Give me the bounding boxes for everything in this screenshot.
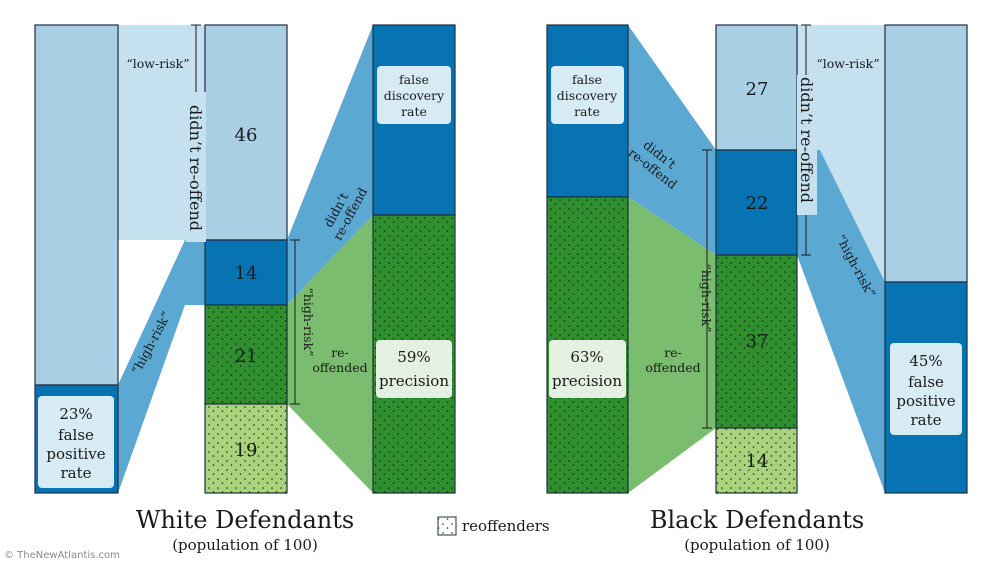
black-defendants-panel: false discovery rate 63% precision didn’… xyxy=(546,24,968,554)
legend: reoffenders xyxy=(437,516,550,536)
black-high-risk-nonreoffenders xyxy=(715,149,798,256)
black-precision-percent: 63% xyxy=(570,348,603,366)
white-high-risk-flow xyxy=(118,240,205,493)
black-reoffended-flow xyxy=(628,197,716,493)
white-defendants-panel: 23% false positive rate “low-risk” “high… xyxy=(34,24,456,554)
black-subtitle: (population of 100) xyxy=(684,536,830,554)
black-reoff-line2: offended xyxy=(645,360,700,375)
white-precision-percent: 59% xyxy=(397,348,430,366)
white-high-risk-bracket: “high-risk” xyxy=(301,287,316,356)
credit-text: © TheNewAtlantis.com xyxy=(4,550,120,561)
black-precision-label: precision xyxy=(552,372,622,390)
black-fpr-line1: false xyxy=(908,373,944,391)
black-didnt-reoffend-label: didn’t re-offend xyxy=(797,77,816,203)
white-low-risk-label: “low-risk” xyxy=(126,56,189,71)
black-non-reoffenders-bar xyxy=(884,24,968,283)
black-title: Black Defendants xyxy=(650,506,864,534)
white-precision-label: precision xyxy=(379,372,449,390)
white-reoffended-flow xyxy=(287,215,373,493)
black-low-risk-flow xyxy=(797,25,885,282)
white-subtitle: (population of 100) xyxy=(172,536,318,554)
black-high-risk-bracket: “high-risk” xyxy=(699,263,714,332)
white-reoff-line1: re- xyxy=(331,345,349,360)
white-fdr-line3: rate xyxy=(401,104,427,119)
white-low-risk-nonreoffenders xyxy=(204,24,288,241)
white-low-risk-flow xyxy=(118,25,205,240)
white-count-low-nonre: 46 xyxy=(235,125,258,146)
black-fpr-line3: rate xyxy=(910,411,941,429)
white-reoff-line2: offended xyxy=(312,360,367,375)
white-non-reoffenders-bar xyxy=(34,24,119,386)
white-didnt-reoffend-label: didn’t re-offend xyxy=(186,105,205,231)
black-low-risk-label: “low-risk” xyxy=(816,56,879,71)
black-reoff-line1: re- xyxy=(664,345,682,360)
black-low-risk-nonreoffenders xyxy=(715,24,798,151)
white-fdr-line1: false xyxy=(399,72,429,87)
black-fpr-line2: positive xyxy=(896,392,955,410)
white-count-low-re: 19 xyxy=(235,440,258,461)
white-fdr-line2: discovery xyxy=(384,88,445,103)
black-count-low-re: 14 xyxy=(746,451,769,472)
white-high-risk-nonreoffenders xyxy=(204,239,288,306)
white-fpr-line3: rate xyxy=(60,464,91,482)
white-fpr-line1: false xyxy=(58,426,94,444)
black-fdr-line1: false xyxy=(572,72,602,87)
black-count-low-nonre: 27 xyxy=(746,79,769,100)
white-fpr-line2: positive xyxy=(46,445,105,463)
black-count-high-nonre: 22 xyxy=(746,193,769,214)
black-fdr-line3: rate xyxy=(574,104,600,119)
black-count-high-re: 37 xyxy=(746,331,769,352)
white-didnt-reoffend-flow xyxy=(287,25,373,305)
legend-label: reoffenders xyxy=(462,517,550,535)
black-fdr-line2: discovery xyxy=(557,88,618,103)
white-count-high-re: 21 xyxy=(235,346,258,367)
white-fpr-percent: 23% xyxy=(59,405,92,423)
white-title: White Defendants xyxy=(136,506,354,534)
black-didnt-reoffend-flow xyxy=(628,25,716,255)
white-count-high-nonre: 14 xyxy=(235,263,258,284)
black-fpr-percent: 45% xyxy=(909,352,942,370)
black-high-risk-flow xyxy=(797,150,885,493)
